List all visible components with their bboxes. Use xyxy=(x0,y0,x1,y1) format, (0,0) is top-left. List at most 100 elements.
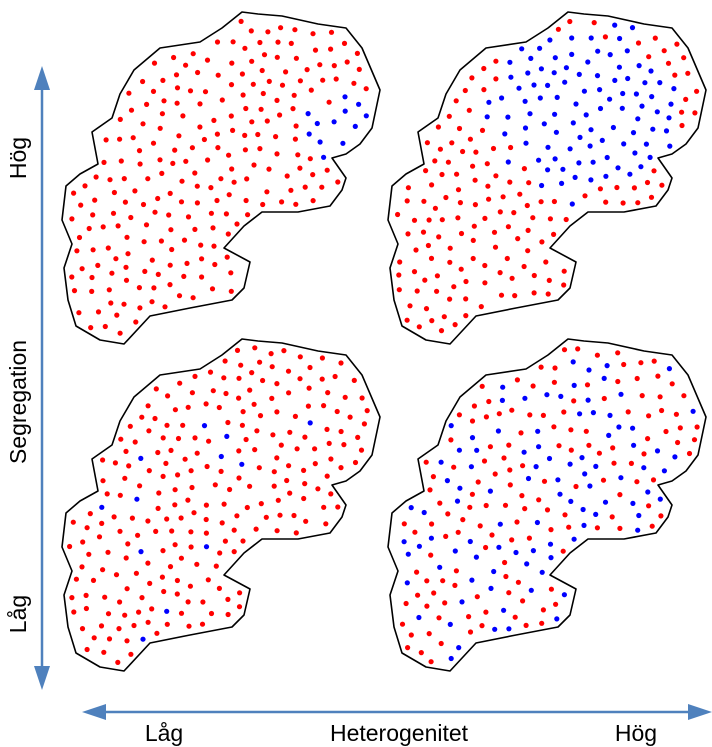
red-point xyxy=(185,214,192,220)
red-point xyxy=(331,63,337,69)
red-point xyxy=(112,460,118,466)
red-point xyxy=(277,512,283,518)
blue-point xyxy=(690,408,696,414)
red-point xyxy=(67,543,73,550)
blue-point xyxy=(547,541,554,547)
red-point xyxy=(548,586,554,592)
red-point xyxy=(634,375,640,382)
red-point xyxy=(561,409,567,415)
red-point xyxy=(467,629,474,635)
blue-point xyxy=(562,79,568,85)
red-point xyxy=(174,577,180,584)
red-point xyxy=(307,364,313,371)
red-point xyxy=(123,264,129,270)
red-point xyxy=(249,119,255,125)
red-point xyxy=(328,456,334,462)
red-point xyxy=(260,90,266,97)
red-point xyxy=(203,401,209,407)
blue-point xyxy=(448,655,454,662)
red-point xyxy=(137,161,143,167)
red-point xyxy=(140,78,146,85)
red-point xyxy=(354,50,360,57)
red-point xyxy=(441,314,447,320)
red-point xyxy=(481,458,488,464)
blue-point xyxy=(551,70,557,76)
blue-point xyxy=(649,94,655,100)
red-point xyxy=(76,234,83,241)
blue-point xyxy=(527,111,533,117)
red-point xyxy=(429,318,435,324)
blue-point xyxy=(663,128,670,134)
blue-point xyxy=(456,645,462,651)
red-point xyxy=(451,464,457,470)
red-point xyxy=(674,41,680,47)
red-point xyxy=(312,461,318,467)
red-point xyxy=(192,435,198,441)
red-point xyxy=(185,497,191,503)
red-point xyxy=(189,390,195,396)
red-point xyxy=(421,198,427,204)
blue-point xyxy=(488,585,494,591)
red-point xyxy=(648,194,655,200)
red-point xyxy=(672,72,678,78)
red-point xyxy=(123,277,130,283)
red-point xyxy=(646,503,652,509)
red-point xyxy=(252,447,258,453)
red-point xyxy=(561,282,567,288)
red-point xyxy=(243,197,249,204)
blue-point xyxy=(553,129,559,135)
red-point xyxy=(222,358,228,364)
red-point xyxy=(475,479,481,485)
red-point xyxy=(240,538,246,544)
red-point xyxy=(162,304,168,310)
blue-point xyxy=(492,626,498,632)
blue-point xyxy=(643,141,649,147)
red-point xyxy=(167,282,173,288)
red-point xyxy=(338,360,344,366)
red-point xyxy=(466,107,472,113)
blue-point xyxy=(585,397,591,403)
red-point xyxy=(483,502,489,509)
region-outline xyxy=(387,11,707,345)
red-point xyxy=(423,306,430,312)
red-point xyxy=(326,99,332,105)
blue-point xyxy=(558,393,564,399)
red-point xyxy=(487,444,493,450)
blue-point xyxy=(580,506,586,513)
blue-point xyxy=(635,527,641,533)
red-point xyxy=(121,176,127,182)
red-point xyxy=(83,605,89,612)
red-point xyxy=(234,513,240,519)
red-point xyxy=(641,451,647,457)
red-point xyxy=(507,467,513,473)
red-point xyxy=(192,373,198,379)
red-point xyxy=(504,255,510,262)
red-point xyxy=(100,457,106,463)
red-point xyxy=(486,196,492,202)
blue-point xyxy=(590,410,596,416)
red-point xyxy=(423,168,429,174)
red-point xyxy=(184,260,190,266)
red-point xyxy=(269,395,275,401)
red-point xyxy=(191,510,197,516)
red-point xyxy=(514,377,520,383)
panel-low-segregation-low-heterogeneity xyxy=(61,338,381,672)
red-point xyxy=(274,409,280,415)
red-point xyxy=(187,88,194,94)
red-point xyxy=(167,262,173,268)
red-point xyxy=(321,504,327,510)
red-point xyxy=(100,478,106,484)
red-point xyxy=(551,231,557,237)
blue-point xyxy=(519,46,525,52)
blue-point xyxy=(588,127,594,133)
red-point xyxy=(405,645,411,651)
red-point xyxy=(568,427,574,433)
red-point xyxy=(263,514,269,520)
red-point xyxy=(189,484,195,491)
red-point xyxy=(293,123,299,129)
blue-point xyxy=(552,111,558,117)
red-point xyxy=(136,148,143,154)
red-point xyxy=(429,182,435,188)
red-point xyxy=(328,46,334,52)
red-point xyxy=(192,226,198,232)
